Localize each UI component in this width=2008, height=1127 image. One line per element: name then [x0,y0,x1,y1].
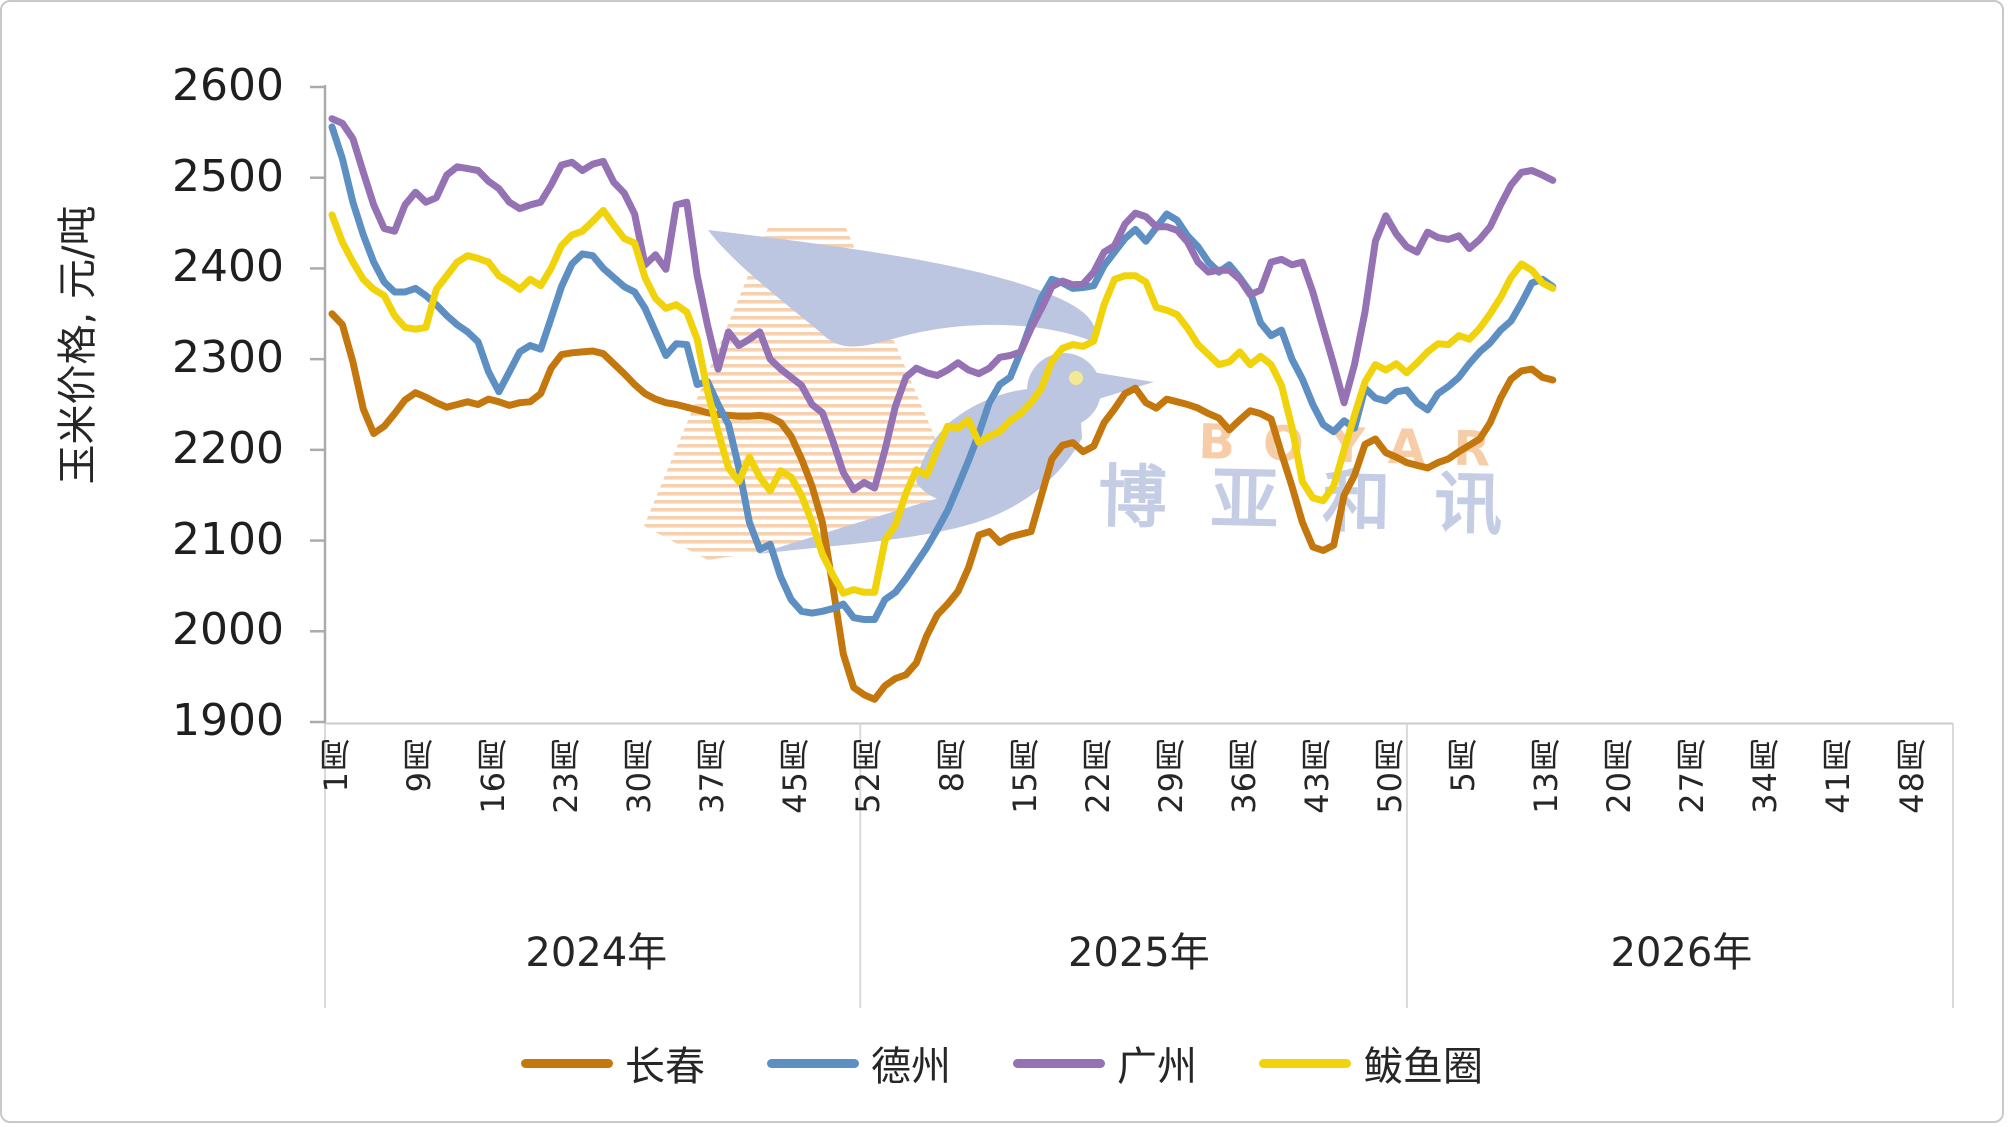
x-week-label: 48周 [1892,738,1931,814]
x-week-label: 16周 [473,738,512,814]
x-week-label: 1周 [317,738,355,793]
legend-label: 德州 [871,1044,951,1090]
legend-item-鲅鱼圈: 鲅鱼圈 [1259,1034,1483,1092]
legend-item-广州: 广州 [1013,1034,1197,1092]
y-tick-label: 2200 [172,422,284,474]
y-tick-label: 2000 [172,604,284,656]
x-week-label: 52周 [849,738,888,814]
x-week-label: 20周 [1600,738,1639,814]
x-year-label: 2024年 [525,930,668,976]
x-week-label: 45周 [776,738,815,814]
y-tick-label: 2100 [172,513,284,565]
x-week-label: 36周 [1224,738,1263,814]
x-week-label: 15周 [1005,738,1044,814]
axes [310,85,1954,1008]
legend-swatch-icon [1013,1058,1105,1068]
x-week-label: 5周 [1443,738,1482,793]
watermark-bird-beak-icon [1092,372,1154,401]
legend-label: 广州 [1117,1044,1197,1090]
x-week-label: 22周 [1078,738,1117,814]
legend-item-长春: 长春 [521,1034,705,1092]
x-week-label: 41周 [1819,738,1858,814]
x-week-label: 37周 [692,738,731,814]
series-line-长春 [328,310,1557,703]
y-tick-label: 2300 [172,332,284,384]
y-tick-label: 2600 [172,60,284,111]
y-axis-title: 玉米价格, 元/吨 [55,205,101,485]
legend-item-德州: 德州 [767,1034,951,1092]
legend: 长春 德州 广州 鲅鱼圈 [2,1034,2002,1092]
boyar-watermark: BOYAR 博亚和讯 [644,228,1547,560]
legend-swatch-icon [521,1058,613,1068]
watermark-bird-eye-icon [1069,371,1083,385]
x-week-label: 34周 [1746,738,1785,814]
x-week-label: 27周 [1673,738,1712,814]
y-tick-label: 2500 [172,150,284,202]
legend-label: 长春 [625,1044,705,1090]
watermark-bird-upper-wing-icon [708,230,1096,347]
y-tick-label: 1900 [172,694,284,746]
y-tick-label: 2400 [172,241,284,293]
series-line-鲅鱼圈 [328,206,1557,597]
x-week-label: 13周 [1527,738,1566,814]
legend-swatch-icon [767,1058,859,1068]
x-year-label: 2026年 [1610,930,1753,976]
x-week-label: 30周 [619,738,658,814]
x-week-label: 50周 [1370,738,1409,814]
series-line-广州 [328,115,1557,494]
x-week-label: 9周 [400,738,439,793]
watermark-bird-tail-icon [758,404,1082,554]
x-week-label: 23周 [546,738,585,814]
x-year-label: 2025年 [1067,930,1210,976]
x-week-label: 43周 [1297,738,1336,814]
legend-label: 鲅鱼圈 [1363,1044,1483,1090]
x-week-label: 8周 [932,738,971,793]
legend-swatch-icon [1259,1058,1351,1068]
x-week-label: 29周 [1151,738,1190,814]
series-lines [328,115,1557,703]
